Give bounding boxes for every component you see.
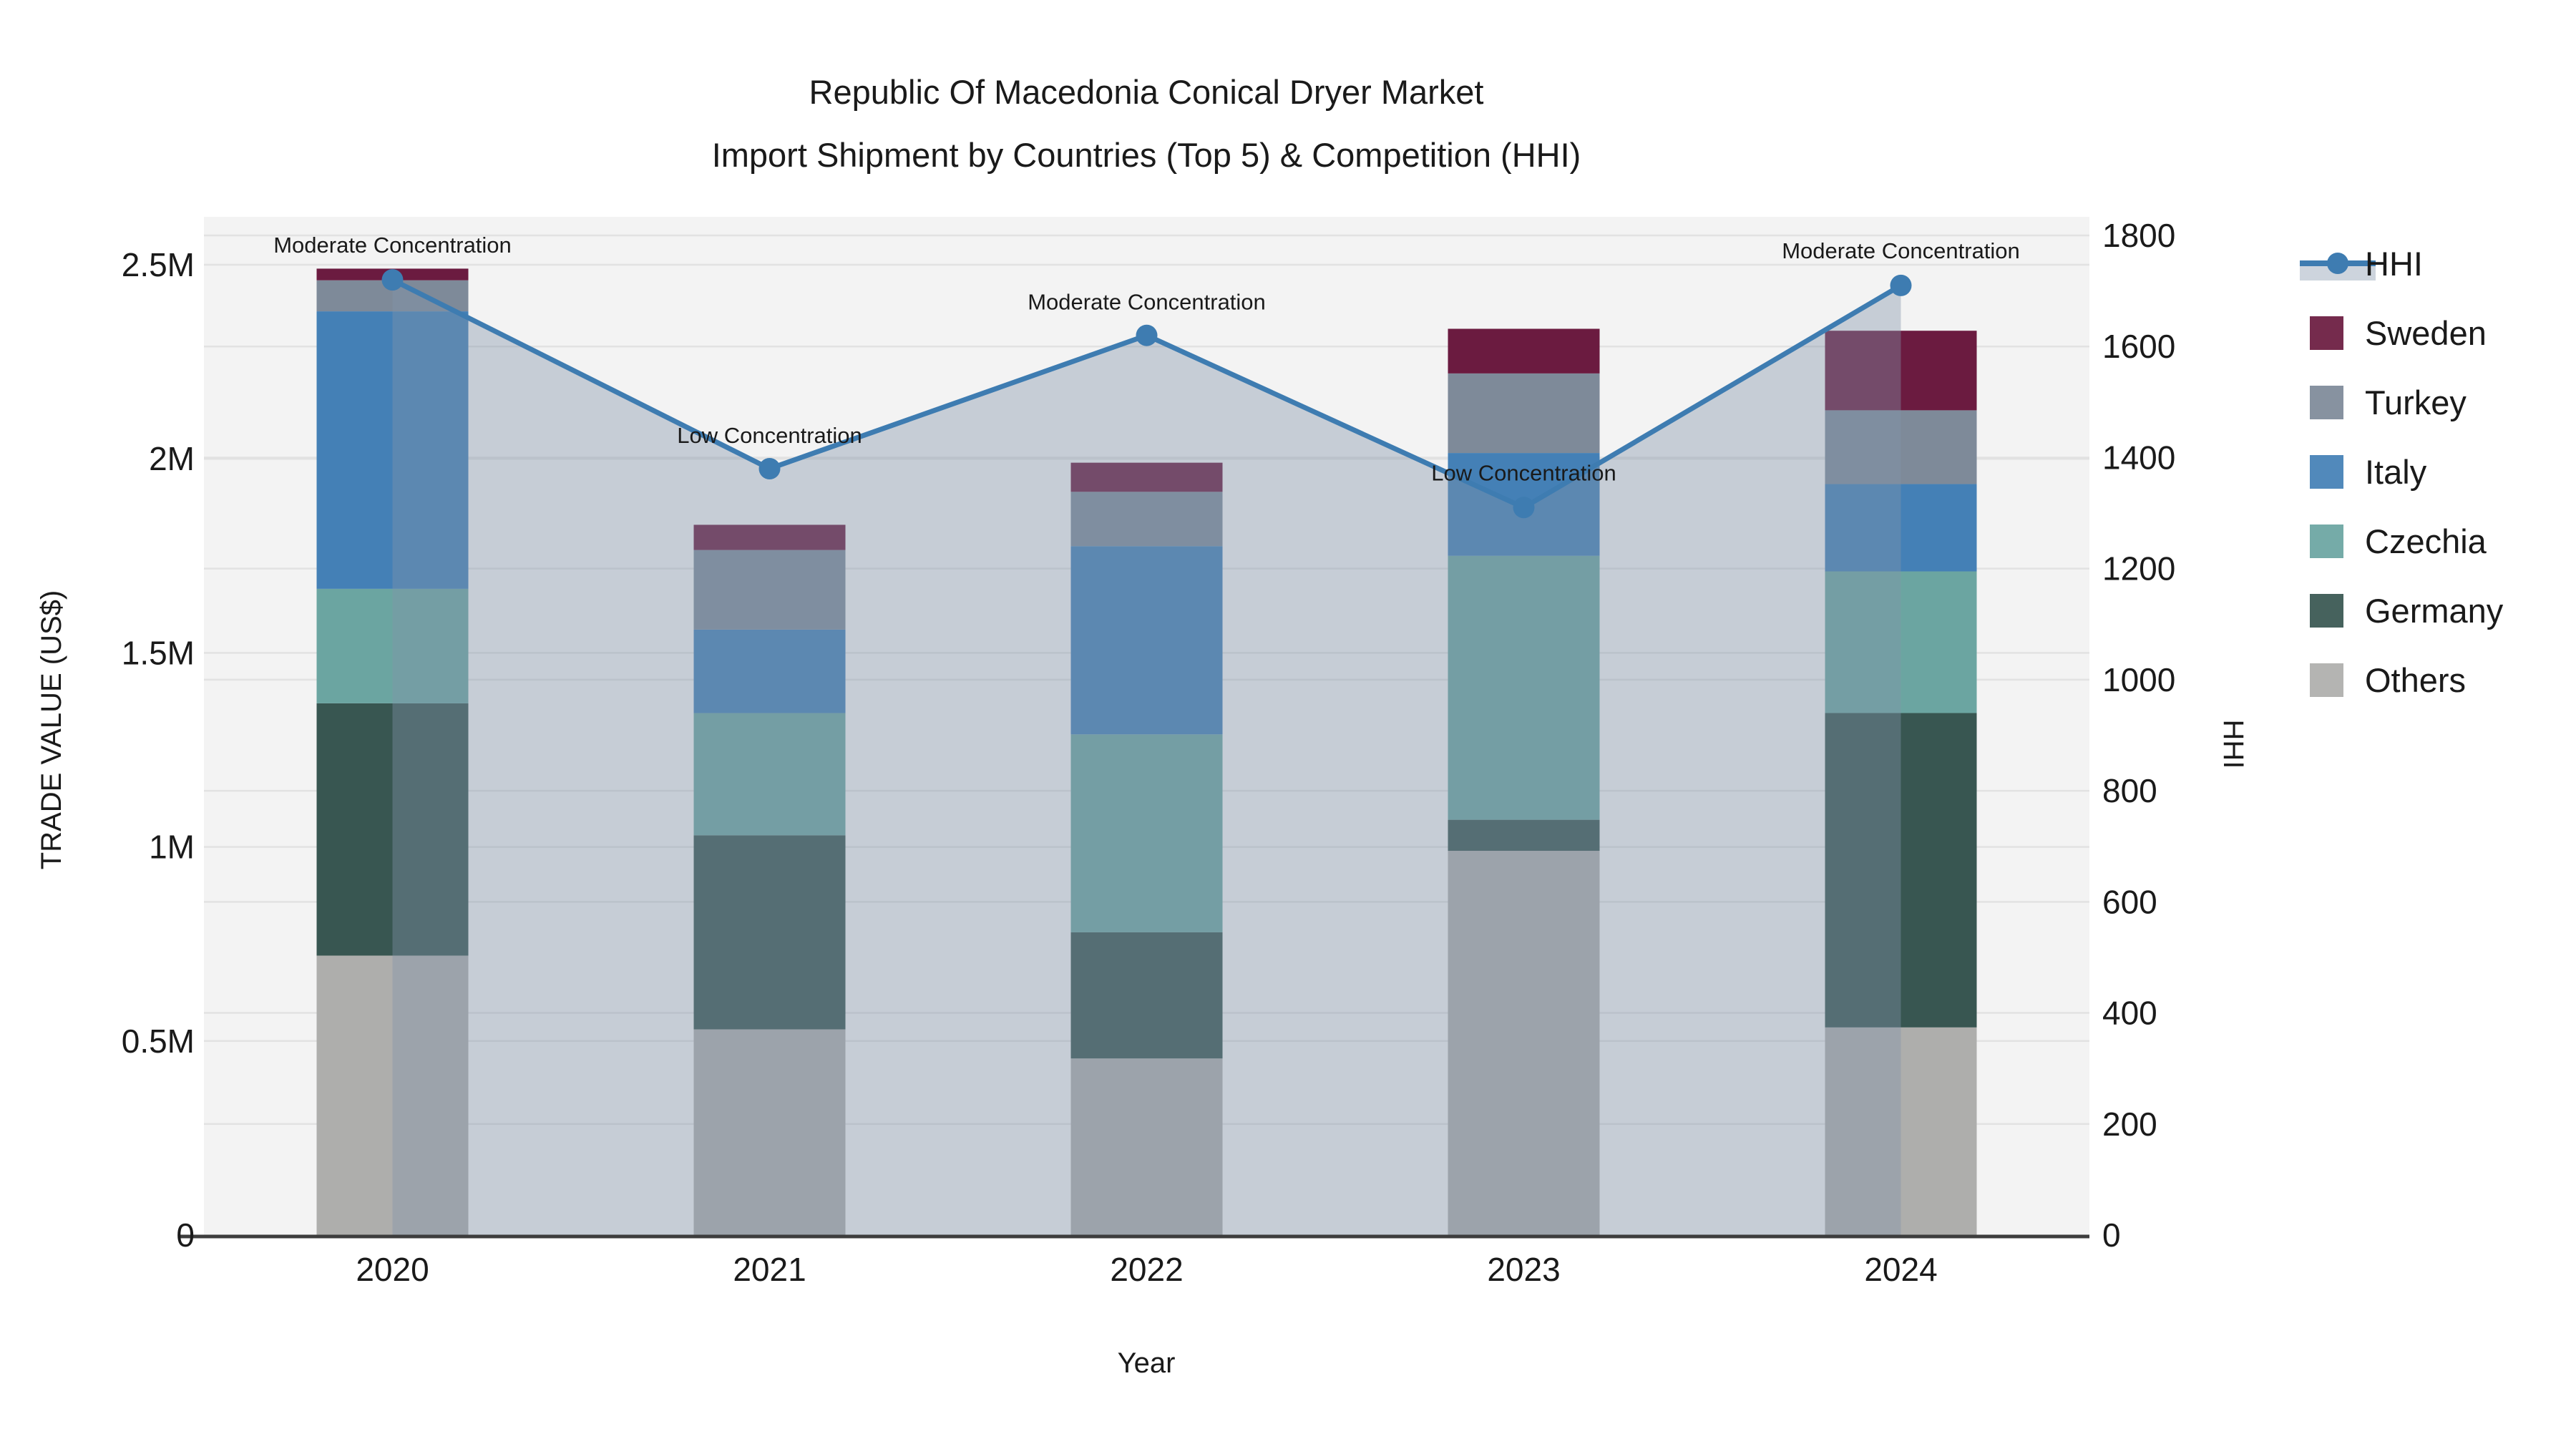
hhi-marker-2023 bbox=[1513, 497, 1535, 519]
bar-segment-2024-sweden bbox=[1825, 331, 1977, 411]
legend-swatch-czechia bbox=[2310, 525, 2343, 558]
legend-swatch-others bbox=[2310, 663, 2343, 697]
concentration-annotations: Moderate Concentration Low Concentration M… bbox=[273, 233, 2020, 485]
right-tick-400: 400 bbox=[2102, 995, 2157, 1032]
x-tick-2023: 2023 bbox=[1487, 1251, 1560, 1288]
bar-segment-2023-sweden bbox=[1448, 328, 1600, 374]
x-tick-2024: 2024 bbox=[1864, 1251, 1937, 1288]
right-tick-600: 600 bbox=[2102, 883, 2157, 920]
legend-label-sweden: Sweden bbox=[2365, 314, 2487, 352]
bar-segment-2023-czechia bbox=[1448, 555, 1600, 820]
bar-segment-2022-germany bbox=[1070, 932, 1223, 1059]
bar-segment-2020-germany bbox=[316, 703, 469, 956]
annotation-2022: Moderate Concentration bbox=[1028, 290, 1266, 315]
bar-segment-2020-czechia bbox=[316, 588, 469, 703]
bar-segment-2021-germany bbox=[693, 835, 846, 1030]
hhi-line bbox=[381, 269, 1912, 519]
right-axis-title: HHI bbox=[2218, 720, 2249, 769]
bar-segment-2021-sweden bbox=[693, 525, 846, 550]
bar-segment-2021-italy bbox=[693, 629, 846, 713]
bar-segment-2023-germany bbox=[1448, 819, 1600, 852]
bar-segment-2021-others bbox=[693, 1029, 846, 1235]
legend-swatch-turkey bbox=[2310, 386, 2343, 419]
bar-segment-2024-czechia bbox=[1825, 571, 1977, 713]
annotation-2023: Low Concentration bbox=[1431, 460, 1616, 485]
bar-segment-2021-czechia bbox=[693, 713, 846, 836]
left-axis-tick-labels: 0 0.5M 1M 1.5M 2M 2.5M bbox=[122, 246, 195, 1254]
bar-segment-2022-others bbox=[1070, 1058, 1223, 1235]
x-tick-2022: 2022 bbox=[1110, 1251, 1183, 1288]
hhi-marker-2021 bbox=[758, 457, 781, 479]
right-tick-1400: 1400 bbox=[2102, 439, 2175, 476]
legend-hhi-marker-swatch bbox=[2327, 253, 2348, 274]
legend-label-italy: Italy bbox=[2365, 453, 2427, 491]
legend-label-czechia: Czechia bbox=[2365, 522, 2487, 560]
chart-title-line1: Republic Of Macedonia Conical Dryer Mark… bbox=[809, 73, 1484, 111]
left-tick-1.5M: 1.5M bbox=[122, 634, 195, 671]
x-tick-2021: 2021 bbox=[733, 1251, 806, 1288]
left-tick-0.5M: 0.5M bbox=[122, 1023, 195, 1060]
bar-segment-2023-others bbox=[1448, 851, 1600, 1235]
left-axis-title: TRADE VALUE (US$) bbox=[36, 590, 67, 869]
legend-item-turkey: Turkey bbox=[2310, 384, 2467, 421]
legend-item-sweden: Sweden bbox=[2310, 314, 2487, 352]
hhi-marker-2024 bbox=[1890, 274, 1912, 296]
x-axis-title: Year bbox=[1118, 1347, 1176, 1379]
legend-item-czechia: Czechia bbox=[2310, 522, 2487, 560]
left-tick-2.5M: 2.5M bbox=[122, 246, 195, 283]
stacked-bars bbox=[316, 268, 1977, 1235]
legend-item-hhi: HHI bbox=[2300, 245, 2423, 283]
right-axis-tick-labels: 0 200 400 600 800 1000 1200 1400 1600 1800 bbox=[2102, 217, 2175, 1254]
legend-label-turkey: Turkey bbox=[2365, 384, 2467, 421]
bar-segment-2022-turkey bbox=[1070, 492, 1223, 547]
legend-label-germany: Germany bbox=[2365, 592, 2504, 630]
right-tick-200: 200 bbox=[2102, 1106, 2157, 1143]
bar-segment-2024-italy bbox=[1825, 484, 1977, 572]
right-tick-800: 800 bbox=[2102, 772, 2157, 809]
annotation-2021: Low Concentration bbox=[677, 423, 862, 448]
bar-segment-2024-germany bbox=[1825, 713, 1977, 1028]
x-axis-tick-labels: 2020 2021 2022 2023 2024 bbox=[356, 1251, 1937, 1288]
right-tick-1000: 1000 bbox=[2102, 661, 2175, 698]
bar-segment-2020-italy bbox=[316, 311, 469, 589]
legend-item-italy: Italy bbox=[2310, 453, 2427, 491]
bar-segment-2022-italy bbox=[1070, 546, 1223, 735]
hhi-area-fill bbox=[392, 280, 1901, 1236]
hhi-area-polygon bbox=[392, 280, 1901, 1236]
right-tick-1200: 1200 bbox=[2102, 550, 2175, 587]
left-tick-1M: 1M bbox=[149, 829, 195, 866]
x-tick-2020: 2020 bbox=[356, 1251, 429, 1288]
bar-segment-2024-turkey bbox=[1825, 410, 1977, 484]
right-tick-0: 0 bbox=[2102, 1216, 2121, 1254]
legend-label-others: Others bbox=[2365, 661, 2466, 699]
legend-swatch-sweden bbox=[2310, 316, 2343, 350]
bar-segment-2020-others bbox=[316, 955, 469, 1235]
legend-item-germany: Germany bbox=[2310, 592, 2504, 630]
hhi-marker-2022 bbox=[1136, 324, 1158, 346]
bar-segment-2023-turkey bbox=[1448, 373, 1600, 454]
left-tick-0: 0 bbox=[176, 1216, 195, 1254]
left-tick-2M: 2M bbox=[149, 440, 195, 477]
annotation-2020: Moderate Concentration bbox=[273, 233, 512, 258]
bar-segment-2024-others bbox=[1825, 1027, 1977, 1235]
legend-swatch-germany bbox=[2310, 594, 2343, 628]
legend-item-others: Others bbox=[2310, 661, 2466, 699]
legend-label-hhi: HHI bbox=[2365, 245, 2423, 283]
legend-swatch-italy bbox=[2310, 455, 2343, 489]
bar-segment-2022-sweden bbox=[1070, 462, 1223, 492]
chart-title-line2: Import Shipment by Countries (Top 5) & C… bbox=[712, 136, 1581, 174]
hhi-marker-2020 bbox=[381, 269, 404, 291]
right-tick-1600: 1600 bbox=[2102, 328, 2175, 365]
right-tick-1800: 1800 bbox=[2102, 217, 2175, 254]
bar-segment-2021-turkey bbox=[693, 550, 846, 630]
bar-segment-2022-czechia bbox=[1070, 734, 1223, 932]
annotation-2024: Moderate Concentration bbox=[1782, 238, 2020, 263]
legend: HHI Sweden Turkey Italy Czechia Germany Others bbox=[2300, 245, 2504, 699]
